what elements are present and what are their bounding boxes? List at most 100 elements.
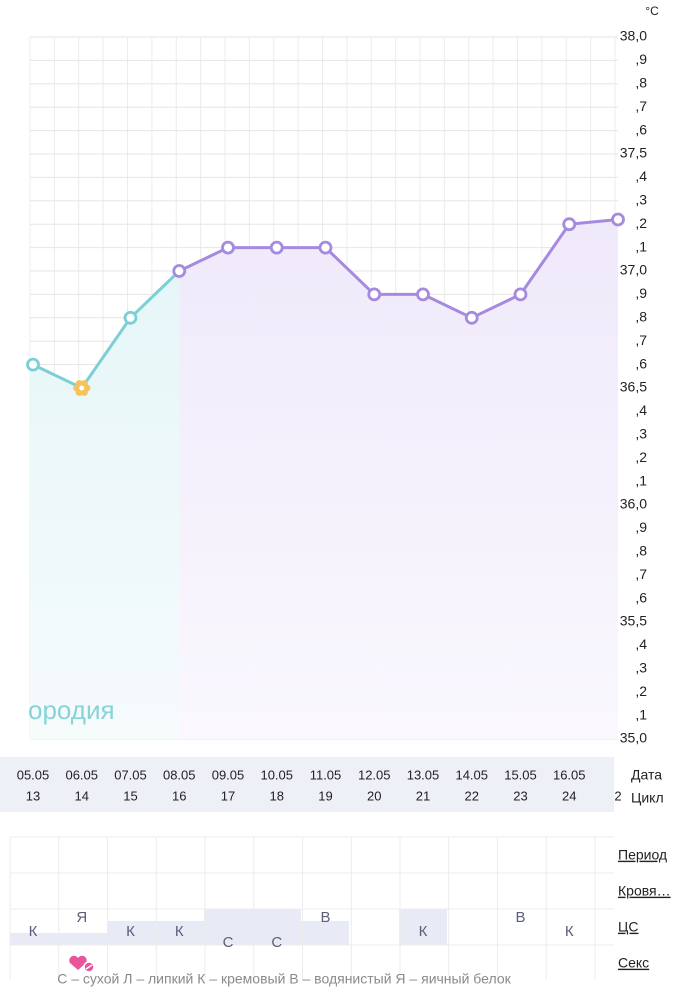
symptom-row-label: Кровя…	[618, 883, 671, 899]
cs-letter: К	[126, 923, 135, 940]
point	[464, 310, 479, 325]
symptom-row-label: Секс	[618, 955, 649, 971]
phase-label: ородия	[28, 695, 115, 725]
petal	[80, 380, 88, 388]
cs-letter: К	[175, 923, 184, 940]
date-label: 06.05	[65, 767, 98, 782]
row-label: Цикл	[631, 790, 664, 806]
y-tick-label: ,1	[635, 238, 647, 254]
cycle-day: 14	[75, 788, 89, 803]
phase-area	[179, 219, 618, 739]
date-label: 13.05	[407, 767, 440, 782]
y-tick-label: 38,0	[620, 28, 647, 44]
cycle-day: 22	[465, 788, 479, 803]
date-label: 16.05	[553, 767, 586, 782]
y-tick-label: 35,0	[620, 730, 647, 746]
ovulation-marker	[73, 380, 91, 396]
y-tick-label: ,8	[635, 75, 647, 91]
y-tick-label: 36,0	[620, 496, 647, 512]
date-label: 07.05	[114, 767, 147, 782]
cycle-day: 20	[367, 788, 381, 803]
y-tick-label: ,2	[635, 683, 647, 699]
flower-center	[79, 385, 85, 391]
cs-letter: В	[515, 909, 525, 926]
temp-line	[32, 269, 181, 390]
y-tick-label: 36,5	[620, 379, 647, 395]
y-tick-label: ,2	[635, 449, 647, 465]
y-tick-label: ,3	[635, 192, 647, 208]
y-tick-label: 37,0	[620, 262, 647, 278]
cycle-day: 17	[221, 788, 235, 803]
point	[26, 357, 40, 372]
point	[269, 240, 284, 255]
y-tick-label: ,7	[635, 98, 647, 114]
y-tick-label: ,3	[635, 660, 647, 676]
y-tick-label: ,4	[635, 168, 647, 184]
date-label: 08.05	[163, 767, 196, 782]
point	[123, 310, 138, 325]
cycle-day: 16	[172, 788, 186, 803]
sex-icon	[69, 955, 95, 973]
cycle-day: 21	[416, 788, 430, 803]
petal	[75, 380, 83, 388]
y-tick-label: ,1	[635, 472, 647, 488]
cycle-day: 24	[562, 788, 576, 803]
date-label: 15.05	[504, 767, 537, 782]
date-label: 05.05	[17, 767, 50, 782]
point	[416, 287, 430, 302]
y-tick-label: ,6	[635, 355, 647, 371]
point	[221, 240, 235, 255]
y-tick-label: ,8	[635, 309, 647, 325]
cycle-day: 23	[513, 788, 527, 803]
phase-area	[30, 271, 180, 739]
date-label: 09.05	[212, 767, 245, 782]
date-label: 10.05	[260, 767, 293, 782]
date-label: 11.05	[310, 767, 342, 782]
cs-letter: В	[320, 909, 330, 926]
y-tick-label: ,8	[635, 543, 647, 559]
cycle-day: 15	[123, 788, 137, 803]
y-tick-label: 37,5	[620, 145, 647, 161]
cs-letter: С	[223, 934, 234, 951]
cycle-day: 18	[270, 788, 284, 803]
date-label: 12.05	[358, 767, 391, 782]
y-tick-label: ,4	[635, 636, 647, 652]
point	[367, 287, 382, 302]
point	[513, 287, 528, 302]
y-tick-label: ,3	[635, 426, 647, 442]
symptom-row-label: ЦС	[618, 919, 638, 935]
symptom-row-label: Период	[618, 847, 667, 863]
y-tick-label: ,7	[635, 566, 647, 582]
symptom-grid	[9, 836, 614, 980]
point	[562, 217, 577, 232]
cs-letter: К	[419, 923, 428, 940]
unit: °C	[645, 4, 659, 18]
y-tick-label: ,4	[635, 402, 647, 418]
cs-letter: Я	[76, 909, 87, 926]
y-tick-label: ,9	[635, 285, 647, 301]
cs-letter: С	[271, 934, 282, 951]
point	[611, 212, 625, 227]
y-tick-label: ,9	[635, 51, 647, 67]
y-tick-label: ,7	[635, 332, 647, 348]
y-tick-label: ,9	[635, 519, 647, 535]
y-tick-label: ,6	[635, 121, 647, 137]
cs-letter: К	[29, 923, 38, 940]
point	[318, 240, 333, 255]
cs-letter: К	[565, 923, 574, 940]
petal	[80, 388, 88, 396]
y-tick-label: ,2	[635, 215, 647, 231]
point	[172, 264, 187, 278]
y-tick-label: ,1	[635, 706, 647, 722]
cycle-day: 19	[318, 788, 332, 803]
y-tick-label: ,6	[635, 589, 647, 605]
row-label: Дата	[631, 767, 662, 783]
temp-line	[178, 218, 619, 320]
cs-legend: С – сухой Л – липкий К – кремовый В – во…	[57, 971, 511, 987]
date-label: 14.05	[455, 767, 488, 782]
cycle-day: 13	[26, 788, 40, 803]
y-tick-label: 35,5	[620, 613, 647, 629]
date-band	[0, 757, 614, 812]
cycle-day: 2	[614, 788, 621, 803]
